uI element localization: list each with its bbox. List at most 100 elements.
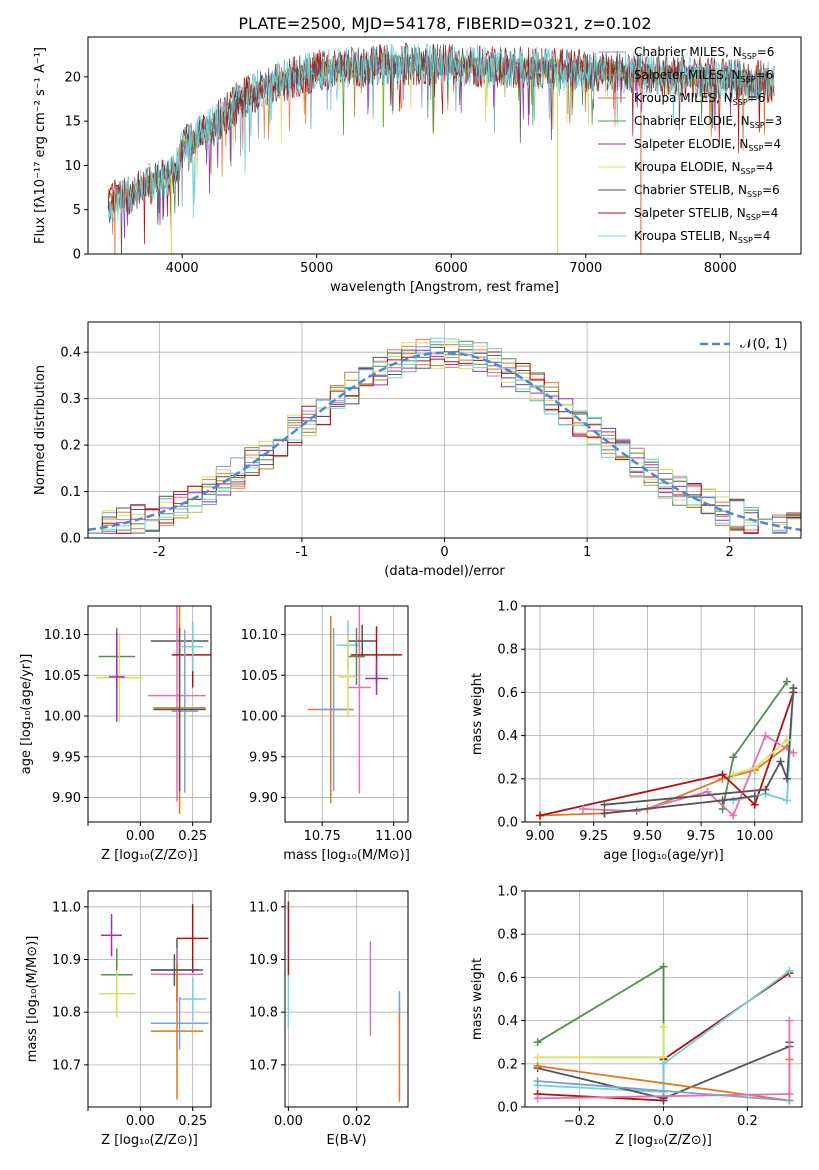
weight-marker xyxy=(785,1096,794,1105)
legend-normal-label: 𝒩(0, 1) xyxy=(740,337,787,352)
x-tick-label: -1 xyxy=(295,545,308,560)
x-axis-label: mass [log₁₀(M/M⊙)] xyxy=(283,848,410,863)
errorbar-point xyxy=(95,632,143,723)
y-tick-label: 0.4 xyxy=(60,346,81,361)
plot-area xyxy=(533,962,794,1105)
axes-frame xyxy=(87,36,802,255)
weight-marker xyxy=(729,770,738,779)
y-tick-label: 1.0 xyxy=(497,885,518,900)
x-tick-label: 6000 xyxy=(435,261,468,276)
x-tick-label: 8000 xyxy=(704,261,737,276)
weight-marker xyxy=(782,796,791,805)
x-tick-label: 0 xyxy=(440,545,448,560)
legend-entry: Kroupa ELODIE, NSSP=4 xyxy=(634,160,773,176)
y-tick-label: 10.8 xyxy=(52,1006,81,1021)
plot-area xyxy=(307,606,403,804)
y-tick-label: 10.05 xyxy=(241,669,278,684)
errorbar-point xyxy=(347,624,377,658)
y-axis-label: mass [log₁₀(M/M⊙)] xyxy=(25,936,40,1063)
weight-marker xyxy=(533,1053,542,1062)
plot-area xyxy=(536,677,798,820)
y-tick-label: 10.7 xyxy=(52,1058,81,1073)
weight-marker xyxy=(750,800,759,809)
legend-entry: Chabrier STELIB, NSSP=6 xyxy=(634,183,780,199)
y-tick-label: 0.0 xyxy=(60,532,81,547)
y-tick-label: 9.90 xyxy=(249,791,278,806)
y-tick-label: 9.95 xyxy=(52,750,81,765)
legend-text: Kroupa ELODIE, N xyxy=(634,160,741,174)
normal-curve xyxy=(88,351,801,532)
plot-area xyxy=(287,901,401,1102)
plot-area xyxy=(107,42,775,254)
weight-marker xyxy=(782,677,791,686)
weight-line-0 xyxy=(539,745,788,817)
spectrum-line-kroupa-stelib xyxy=(107,43,775,222)
legend-sub: SSP xyxy=(741,75,756,84)
errorbar-point xyxy=(150,996,209,1050)
y-tick-label: 10.9 xyxy=(249,953,278,968)
panel-mass_weight_vs_age: 9.00 9.25 9.50 9.75 10.00 0.0 0.2 0.4 0.6 0.8 1.0 a… xyxy=(470,600,803,863)
legend-sub: SSP xyxy=(750,121,765,130)
x-axis-label: wavelength [Angstrom, rest frame] xyxy=(330,280,559,295)
legend-entry: Chabrier MILES, NSSP=6 xyxy=(634,45,774,61)
weight-marker xyxy=(659,1023,668,1032)
weight-marker xyxy=(789,748,798,757)
weight-marker xyxy=(578,805,587,814)
x-tick-label: 7000 xyxy=(569,261,602,276)
x-tick-label: 0.00 xyxy=(274,1114,303,1129)
x-tick-label: 11.00 xyxy=(375,829,412,844)
legend-suffix: =4 xyxy=(756,160,774,174)
axes-frame xyxy=(284,605,409,823)
y-tick-label: 10.00 xyxy=(44,710,81,725)
spectrum-line-chabrier-stelib xyxy=(107,43,775,254)
legend-entry: Kroupa STELIB, NSSP=4 xyxy=(634,229,771,245)
legend-text: Salpeter ELODIE, N xyxy=(634,137,748,151)
histogram-salpeter-elodie xyxy=(88,349,801,534)
errorbar-point xyxy=(182,622,204,672)
panel-mass_vs_ebv: 0.00 0.02 10.7 10.8 10.9 11.0 E(B-V) xyxy=(249,890,409,1148)
weight-marker xyxy=(729,753,738,762)
x-axis-label: (data-model)/error xyxy=(384,564,505,579)
y-tick-label: 0.0 xyxy=(497,1101,518,1116)
y-tick-label: 10.05 xyxy=(44,669,81,684)
panel-age_vs_mass: 10.75 11.00 9.90 9.95 10.00 10.05 10.10 mass [l… xyxy=(241,605,412,863)
y-tick-label: 10 xyxy=(64,159,81,174)
histogram-kroupa-stelib xyxy=(88,337,801,534)
weight-marker xyxy=(533,1061,542,1070)
errorbar-point xyxy=(339,636,357,718)
x-tick-label: 0.02 xyxy=(342,1114,371,1129)
legend-text: Kroupa STELIB, N xyxy=(634,229,738,243)
x-tick-label: 9.00 xyxy=(526,829,555,844)
y-tick-label: 0.0 xyxy=(497,816,518,831)
weight-marker xyxy=(729,796,738,805)
weight-line-2 xyxy=(537,970,790,1093)
legend-suffix: =6 xyxy=(756,68,774,82)
weight-marker xyxy=(659,962,668,971)
legend-entry: Salpeter ELODIE, NSSP=4 xyxy=(634,137,781,153)
weight-marker xyxy=(659,1053,668,1062)
legend-sub: SSP xyxy=(742,52,757,61)
weight-marker xyxy=(632,807,641,816)
weight-marker xyxy=(785,1016,794,1025)
weight-marker xyxy=(718,770,727,779)
y-tick-label: 0.2 xyxy=(497,772,518,787)
y-tick-label: 0.6 xyxy=(497,686,518,701)
x-tick-label: 0.25 xyxy=(178,1114,207,1129)
errorbar-point xyxy=(98,970,136,1018)
y-tick-label: 10.10 xyxy=(44,628,81,643)
weight-marker xyxy=(729,811,738,820)
weight-line-2 xyxy=(539,692,795,817)
figure-title: PLATE=2500, MJD=54178, FIBERID=0321, z=0… xyxy=(238,14,651,33)
weight-marker xyxy=(761,785,770,794)
panel-residuals: -2 -1 0 1 2 0.0 0.1 0.2 0.3 0.4 (data-model)/error… xyxy=(33,321,802,579)
legend-suffix: =4 xyxy=(753,229,771,243)
y-tick-label: 0.1 xyxy=(60,485,81,500)
weight-marker xyxy=(533,1094,542,1103)
x-tick-label: -2 xyxy=(153,545,166,560)
weight-marker xyxy=(718,796,727,805)
errorbar-point xyxy=(176,904,209,973)
x-tick-label: 9.75 xyxy=(687,829,716,844)
panel-mass_vs_Z: 0.00 0.25 10.7 10.8 10.9 11.0 Z [log₁₀(Z/Z⊙)] m… xyxy=(25,890,212,1148)
x-tick-label: 9.50 xyxy=(633,829,662,844)
errorbar-point xyxy=(365,662,388,695)
